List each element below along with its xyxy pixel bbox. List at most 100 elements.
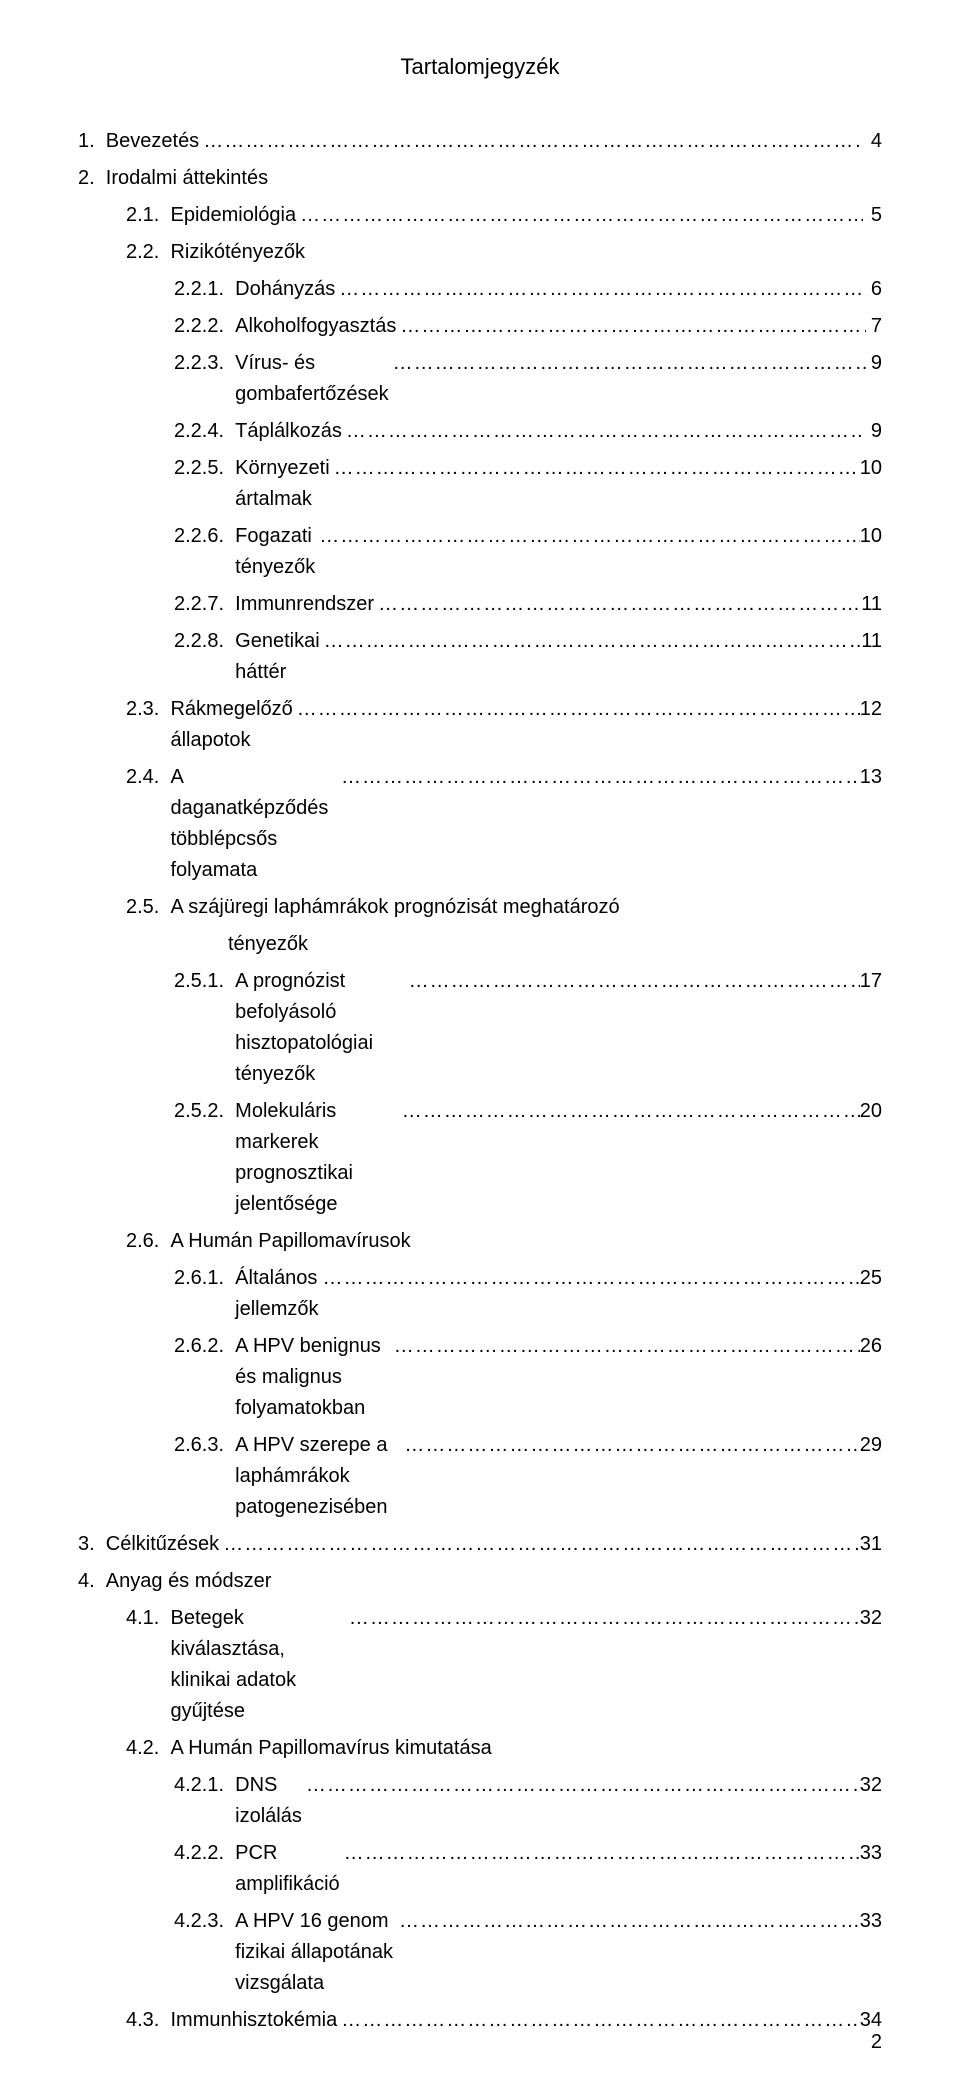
toc-label: Dohányzás xyxy=(235,274,335,305)
toc-label: Általános jellemzők xyxy=(235,1263,318,1325)
toc-row: 4.2. A Humán Papillomavírus kimutatása xyxy=(78,1733,882,1764)
toc-label: A szájüregi laphámrákok prognózisát megh… xyxy=(170,892,619,923)
toc-leader: …………………………………………………………………………………………………………… xyxy=(390,1331,860,1362)
toc-number: 2.2.5. xyxy=(174,453,235,484)
toc-page: 17 xyxy=(860,966,882,997)
toc-number: 2.2.3. xyxy=(174,348,235,379)
toc-page: 25 xyxy=(860,1263,882,1294)
toc-row: 2.6.1. Általános jellemzők……………………………………… xyxy=(78,1263,882,1325)
toc-row: 2.2.5. Környezeti ártalmak……………………………………… xyxy=(78,453,882,515)
toc-number: 4. xyxy=(78,1566,106,1597)
toc-label: Immunhisztokémia xyxy=(170,2005,337,2036)
toc-page: 6 xyxy=(864,274,882,305)
toc-row: 2. Irodalmi áttekintés xyxy=(78,163,882,194)
toc-number: 4.2. xyxy=(126,1733,170,1764)
toc-label: Bevezetés xyxy=(106,126,199,157)
toc-page: 11 xyxy=(861,589,882,620)
toc-row: 2.5. A szájüregi laphámrákok prognózisát… xyxy=(78,892,882,923)
toc-leader: …………………………………………………………………………………………………………… xyxy=(219,1529,860,1560)
toc-row: 4.2.3. A HPV 16 genom fizikai állapotána… xyxy=(78,1906,882,1999)
toc-label: Fogazati tényezők xyxy=(235,521,315,583)
toc-row: 2.2.4. Táplálkozás…………………………………………………………… xyxy=(78,416,882,447)
toc-page: 10 xyxy=(860,453,882,484)
toc-leader: …………………………………………………………………………………………………………… xyxy=(302,1770,860,1801)
toc-page: 10 xyxy=(860,521,882,552)
toc-leader: …………………………………………………………………………………………………………… xyxy=(395,1906,860,1937)
toc-row: 4. Anyag és módszer xyxy=(78,1566,882,1597)
toc-leader: …………………………………………………………………………………………………………… xyxy=(296,200,863,231)
toc-page: 33 xyxy=(860,1906,882,1937)
toc-label: Genetikai háttér xyxy=(235,626,320,688)
toc-row: 2.6.2. A HPV benignus és malignus folyam… xyxy=(78,1331,882,1424)
toc-page: 31 xyxy=(860,1529,882,1560)
toc-leader: …………………………………………………………………………………………………………… xyxy=(293,694,860,725)
toc-label: Epidemiológia xyxy=(170,200,296,231)
toc-leader: …………………………………………………………………………………………………………… xyxy=(342,416,865,447)
toc-row: 2.2.6. Fogazati tényezők…………………………………………… xyxy=(78,521,882,583)
toc-leader: …………………………………………………………………………………………………………… xyxy=(319,1263,860,1294)
toc-label: Alkoholfogyasztás xyxy=(235,311,396,342)
toc-row: 3. Célkitűzések…………………………………………………………………… xyxy=(78,1529,882,1560)
toc-page: 4 xyxy=(860,126,882,157)
toc-number: 2.2.2. xyxy=(174,311,235,342)
toc-leader: …………………………………………………………………………………………………………… xyxy=(400,1430,859,1461)
toc-number: 2.2.1. xyxy=(174,274,235,305)
toc-row: tényezők xyxy=(78,929,882,960)
toc-leader: …………………………………………………………………………………………………………… xyxy=(199,126,860,157)
toc-leader: …………………………………………………………………………………………………………… xyxy=(320,626,862,657)
toc-number: 4.3. xyxy=(126,2005,170,2036)
toc-number: 2.5. xyxy=(126,892,170,923)
toc-leader: …………………………………………………………………………………………………………… xyxy=(389,348,866,379)
toc-page: 7 xyxy=(866,311,882,342)
toc-number: 2.6.3. xyxy=(174,1430,235,1461)
toc-leader: …………………………………………………………………………………………………………… xyxy=(396,311,866,342)
toc-label: A Humán Papillomavírusok xyxy=(170,1226,410,1257)
toc-number: 2.2.6. xyxy=(174,521,235,552)
toc-row: 2.3. Rákmegelőző állapotok……………………………………… xyxy=(78,694,882,756)
toc-row: 2.1. Epidemiológia…………………………………………………………… xyxy=(78,200,882,231)
toc-label: tényezők xyxy=(228,929,308,960)
toc-row: 2.5.2. Molekuláris markerek prognosztika… xyxy=(78,1096,882,1220)
toc-number: 2.5.1. xyxy=(174,966,235,997)
toc-leader: …………………………………………………………………………………………………………… xyxy=(337,762,860,793)
toc-leader: …………………………………………………………………………………………………………… xyxy=(345,1603,860,1634)
toc-number: 2.2.4. xyxy=(174,416,235,447)
toc-leader: …………………………………………………………………………………………………………… xyxy=(340,1838,860,1869)
toc-label: A HPV szerepe a laphámrákok patogenezisé… xyxy=(235,1430,400,1523)
toc-row: 2.5.1. A prognózist befolyásoló hisztopa… xyxy=(78,966,882,1090)
toc-leader: …………………………………………………………………………………………………………… xyxy=(315,521,860,552)
toc-label: Célkitűzések xyxy=(106,1529,219,1560)
toc-number: 4.2.1. xyxy=(174,1770,235,1801)
toc-number: 3. xyxy=(78,1529,106,1560)
toc-leader: …………………………………………………………………………………………………………… xyxy=(335,274,864,305)
toc-label: Táplálkozás xyxy=(235,416,342,447)
toc-number: 2.5.2. xyxy=(174,1096,235,1127)
toc-label: Vírus- és gombafertőzések xyxy=(235,348,388,410)
toc-row: 4.3. Immunhisztokémia…………………………………………………… xyxy=(78,2005,882,2036)
toc-page: 33 xyxy=(860,1838,882,1869)
page-number: 2 xyxy=(871,2031,882,2054)
toc-row: 2.2.1. Dohányzás………………………………………………………………… xyxy=(78,274,882,305)
toc-page: 12 xyxy=(860,694,882,725)
toc-number: 2.1. xyxy=(126,200,170,231)
toc-label: A HPV benignus és malignus folyamatokban xyxy=(235,1331,390,1424)
page-container: Tartalomjegyzék 1. Bevezetés………………………………… xyxy=(0,0,960,2082)
toc-row: 4.2.2. PCR amplifikáció……………………………………………… xyxy=(78,1838,882,1900)
toc-number: 4.2.3. xyxy=(174,1906,235,1937)
toc-label: Környezeti ártalmak xyxy=(235,453,330,515)
toc-label: Immunrendszer xyxy=(235,589,374,620)
toc-number: 2.2.8. xyxy=(174,626,235,657)
toc-row: 2.6.3. A HPV szerepe a laphámrákok patog… xyxy=(78,1430,882,1523)
toc-label: PCR amplifikáció xyxy=(235,1838,339,1900)
toc-number: 2.2.7. xyxy=(174,589,235,620)
toc-label: DNS izolálás xyxy=(235,1770,302,1832)
toc-row: 2.4. A daganatképződés többlépcsős folya… xyxy=(78,762,882,886)
toc-number: 4.1. xyxy=(126,1603,170,1634)
toc-page: 9 xyxy=(866,348,882,379)
toc-page: 32 xyxy=(860,1603,882,1634)
toc-label: A daganatképződés többlépcsős folyamata xyxy=(170,762,336,886)
toc-label: Anyag és módszer xyxy=(106,1566,272,1597)
toc-leader: …………………………………………………………………………………………………………… xyxy=(330,453,860,484)
toc-label: A Humán Papillomavírus kimutatása xyxy=(170,1733,491,1764)
toc-number: 2.2. xyxy=(126,237,170,268)
